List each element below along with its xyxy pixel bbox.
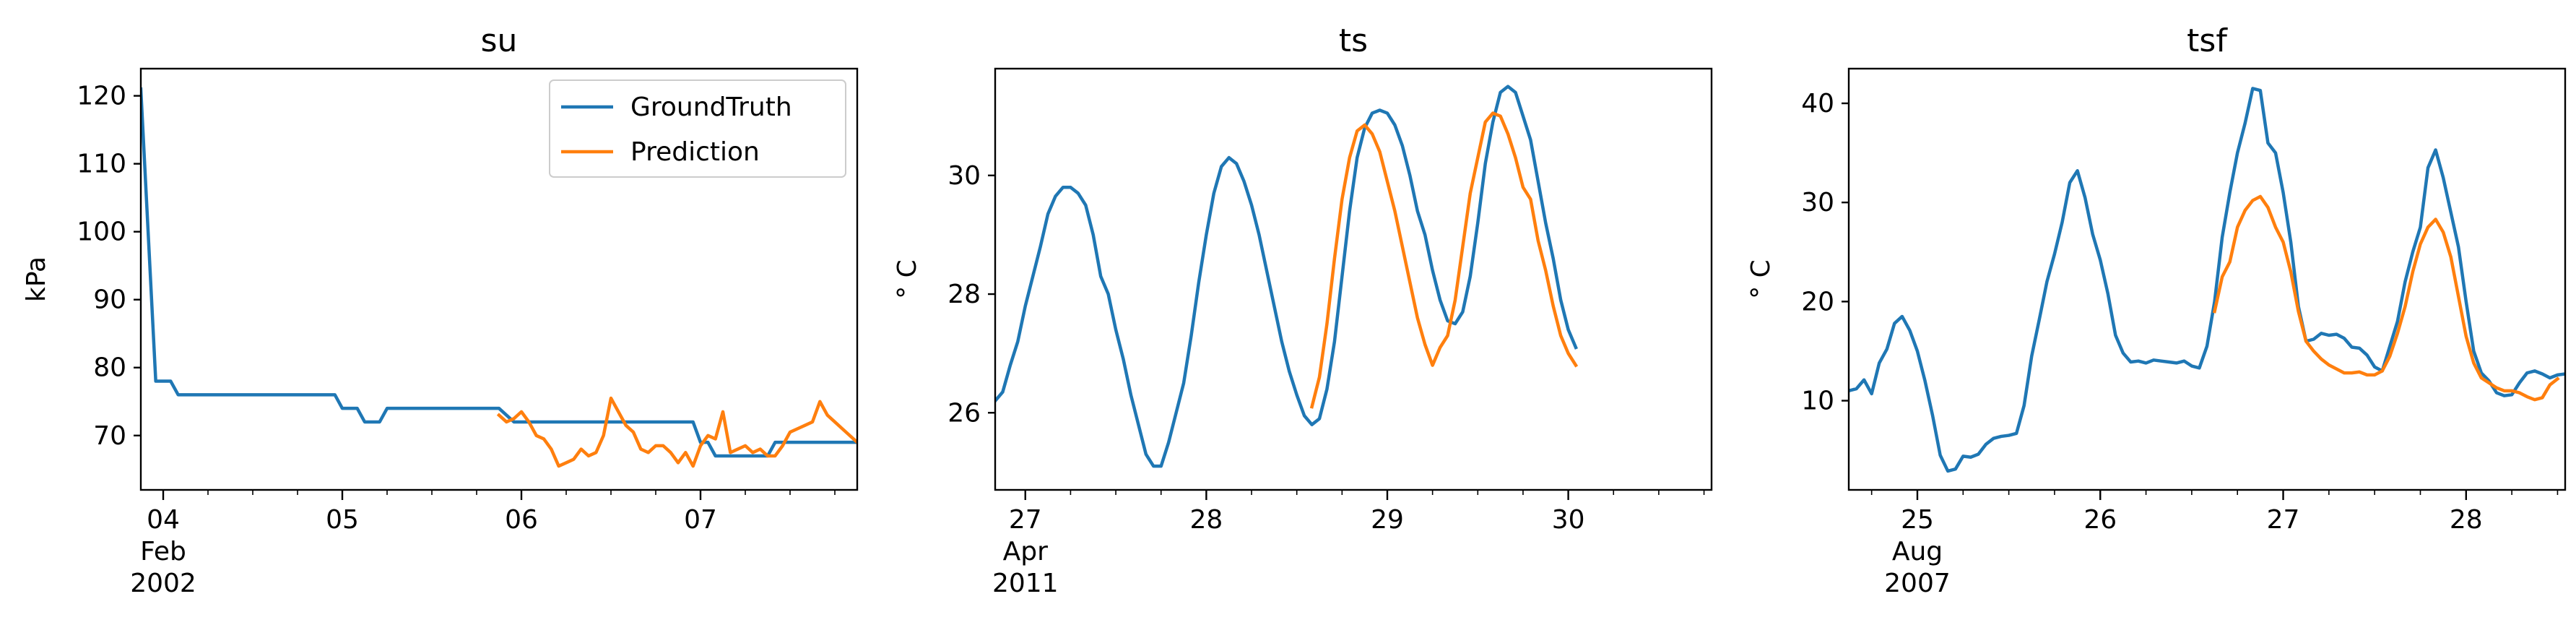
legend: GroundTruth Prediction — [549, 79, 846, 178]
x-tick-label: 27 — [2267, 505, 2300, 535]
x-tick-label: 26 — [2083, 505, 2117, 535]
legend-label-prediction: Prediction — [630, 137, 760, 167]
y-axis-label: ° C — [1746, 259, 1776, 299]
chart-title: su — [481, 22, 518, 59]
x-tick-label: 06 — [505, 505, 538, 535]
x-tick-label: 27 — [1009, 505, 1042, 535]
y-tick-label: 26 — [947, 398, 981, 428]
x-tick-label: Feb — [140, 537, 186, 566]
y-tick-label: 120 — [77, 82, 126, 111]
y-axis-label: ° C — [893, 259, 922, 299]
legend-box — [549, 79, 846, 178]
x-tick-label: 2011 — [992, 569, 1059, 598]
series-line-groundtruth — [141, 87, 857, 458]
y-tick-label: 10 — [1801, 387, 1834, 416]
y-tick-label: 90 — [93, 285, 126, 315]
series-line-groundtruth — [1849, 87, 2565, 473]
x-tick-label: 07 — [684, 505, 717, 535]
series-line-groundtruth — [995, 85, 1578, 468]
y-tick-label: 100 — [77, 217, 126, 247]
series-line-prediction — [496, 396, 857, 468]
axes-frame — [139, 67, 859, 491]
y-tick-label: 40 — [1801, 89, 1834, 118]
chart-title: ts — [1339, 22, 1368, 59]
y-tick-label: 30 — [1801, 188, 1834, 217]
legend-label-groundtruth: GroundTruth — [630, 92, 792, 122]
x-tick-label: 2007 — [1884, 569, 1951, 598]
y-tick-label: 70 — [93, 421, 126, 451]
series-line-prediction — [2212, 194, 2560, 402]
y-tick-label: 110 — [77, 150, 126, 179]
y-tick-label: 28 — [947, 280, 981, 309]
x-tick-label: 30 — [1552, 505, 1585, 535]
y-tick-label: 80 — [93, 353, 126, 383]
x-tick-label: 29 — [1371, 505, 1404, 535]
x-tick-label: 05 — [326, 505, 359, 535]
axes-frame — [994, 67, 1713, 491]
x-tick-label: 25 — [1901, 505, 1934, 535]
x-tick-label: 28 — [2450, 505, 2483, 535]
x-tick-label: 04 — [147, 505, 180, 535]
axes-frame — [1847, 67, 2567, 491]
chart-title: tsf — [2187, 22, 2228, 59]
x-tick-label: Aug — [1892, 537, 1943, 566]
series-line-prediction — [1309, 111, 1579, 409]
x-tick-label: 28 — [1189, 505, 1223, 535]
y-tick-label: 30 — [947, 161, 981, 191]
x-tick-label: Apr — [1003, 537, 1048, 566]
x-tick-label: 2002 — [130, 569, 196, 598]
y-axis-label: kPa — [22, 257, 51, 302]
y-tick-label: 20 — [1801, 287, 1834, 316]
